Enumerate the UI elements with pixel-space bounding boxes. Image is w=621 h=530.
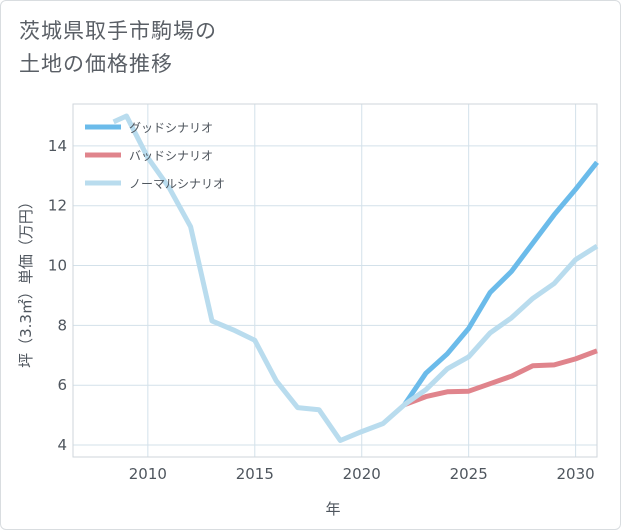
y-tick-label: 8 (57, 316, 67, 334)
series-line-2 (403, 348, 598, 407)
legend-label: グッドシナリオ (129, 121, 213, 135)
y-tick-label: 6 (57, 376, 67, 394)
series-line-1 (402, 160, 599, 407)
x-tick-label: 2015 (236, 465, 274, 483)
x-axis-label: 年 (325, 500, 340, 518)
series-line-3 (112, 113, 599, 443)
x-tick-label: 2020 (343, 465, 381, 483)
tick-labels: 2010 2015 2020 2025 2030 4 6 8 10 12 14 (48, 137, 595, 483)
y-tick-label: 10 (48, 257, 67, 275)
plot-area-frame (72, 103, 598, 458)
chart-title: 茨城県取手市駒場の 土地の価格推移 (19, 19, 217, 76)
legend-label: バッドシナリオ (129, 149, 213, 163)
grid (73, 104, 597, 457)
series-layer (112, 113, 599, 443)
x-tick-label: 2010 (129, 465, 167, 483)
y-tick-label: 4 (57, 436, 67, 454)
y-tick-label: 12 (48, 197, 67, 215)
y-tick-label: 14 (48, 137, 67, 155)
x-tick-label: 2025 (450, 465, 488, 483)
y-axis-label: 坪（3.3㎡）単価（万円） (17, 194, 35, 368)
x-tick-label: 2030 (557, 465, 595, 483)
legend-label: ノーマルシナリオ (129, 177, 225, 191)
